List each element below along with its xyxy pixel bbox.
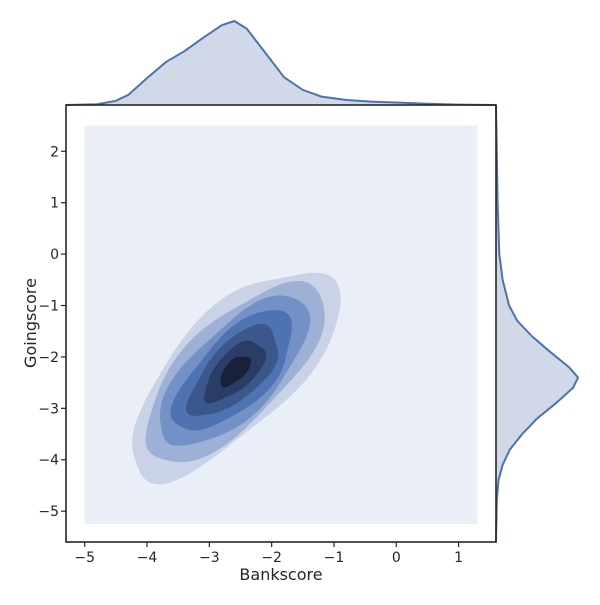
x-tick-label: −3 (199, 550, 220, 566)
x-tick-label: 1 (454, 550, 463, 566)
y-tick-label: −1 (38, 299, 59, 315)
marginal-x-fill (66, 21, 496, 105)
plot-frame (65, 104, 497, 543)
x-tick-label: −5 (74, 550, 95, 566)
y-axis-label: Goingscore (21, 278, 40, 368)
marginal-y-density (495, 104, 580, 543)
y-tick-label: 0 (50, 247, 59, 263)
y-axis-ticks: −5 −4 −3 −2 −1 0 1 2 (38, 144, 66, 520)
kde-contours (132, 272, 341, 485)
y-tick-label: −5 (38, 504, 59, 520)
marginal-y-fill (496, 105, 578, 542)
marginal-y-line (495, 104, 580, 543)
marginal-x-density (65, 19, 497, 106)
x-axis-label: Bankscore (239, 565, 322, 584)
x-tick-label: −1 (324, 550, 345, 566)
y-tick-label: −2 (38, 350, 59, 366)
marginal-x-line (65, 19, 497, 106)
y-tick-label: −3 (38, 401, 59, 417)
x-tick-label: −4 (137, 550, 158, 566)
x-axis-ticks: −5 −4 −3 −2 −1 0 1 (74, 542, 463, 566)
x-tick-label: −2 (261, 550, 282, 566)
y-tick-label: 1 (50, 196, 59, 212)
joint-plot-area (84, 125, 478, 525)
kde-contour-level-7 (220, 356, 251, 388)
y-tick-label: −4 (38, 453, 59, 469)
x-tick-label: 0 (392, 550, 401, 566)
y-tick-label: 2 (50, 144, 59, 160)
